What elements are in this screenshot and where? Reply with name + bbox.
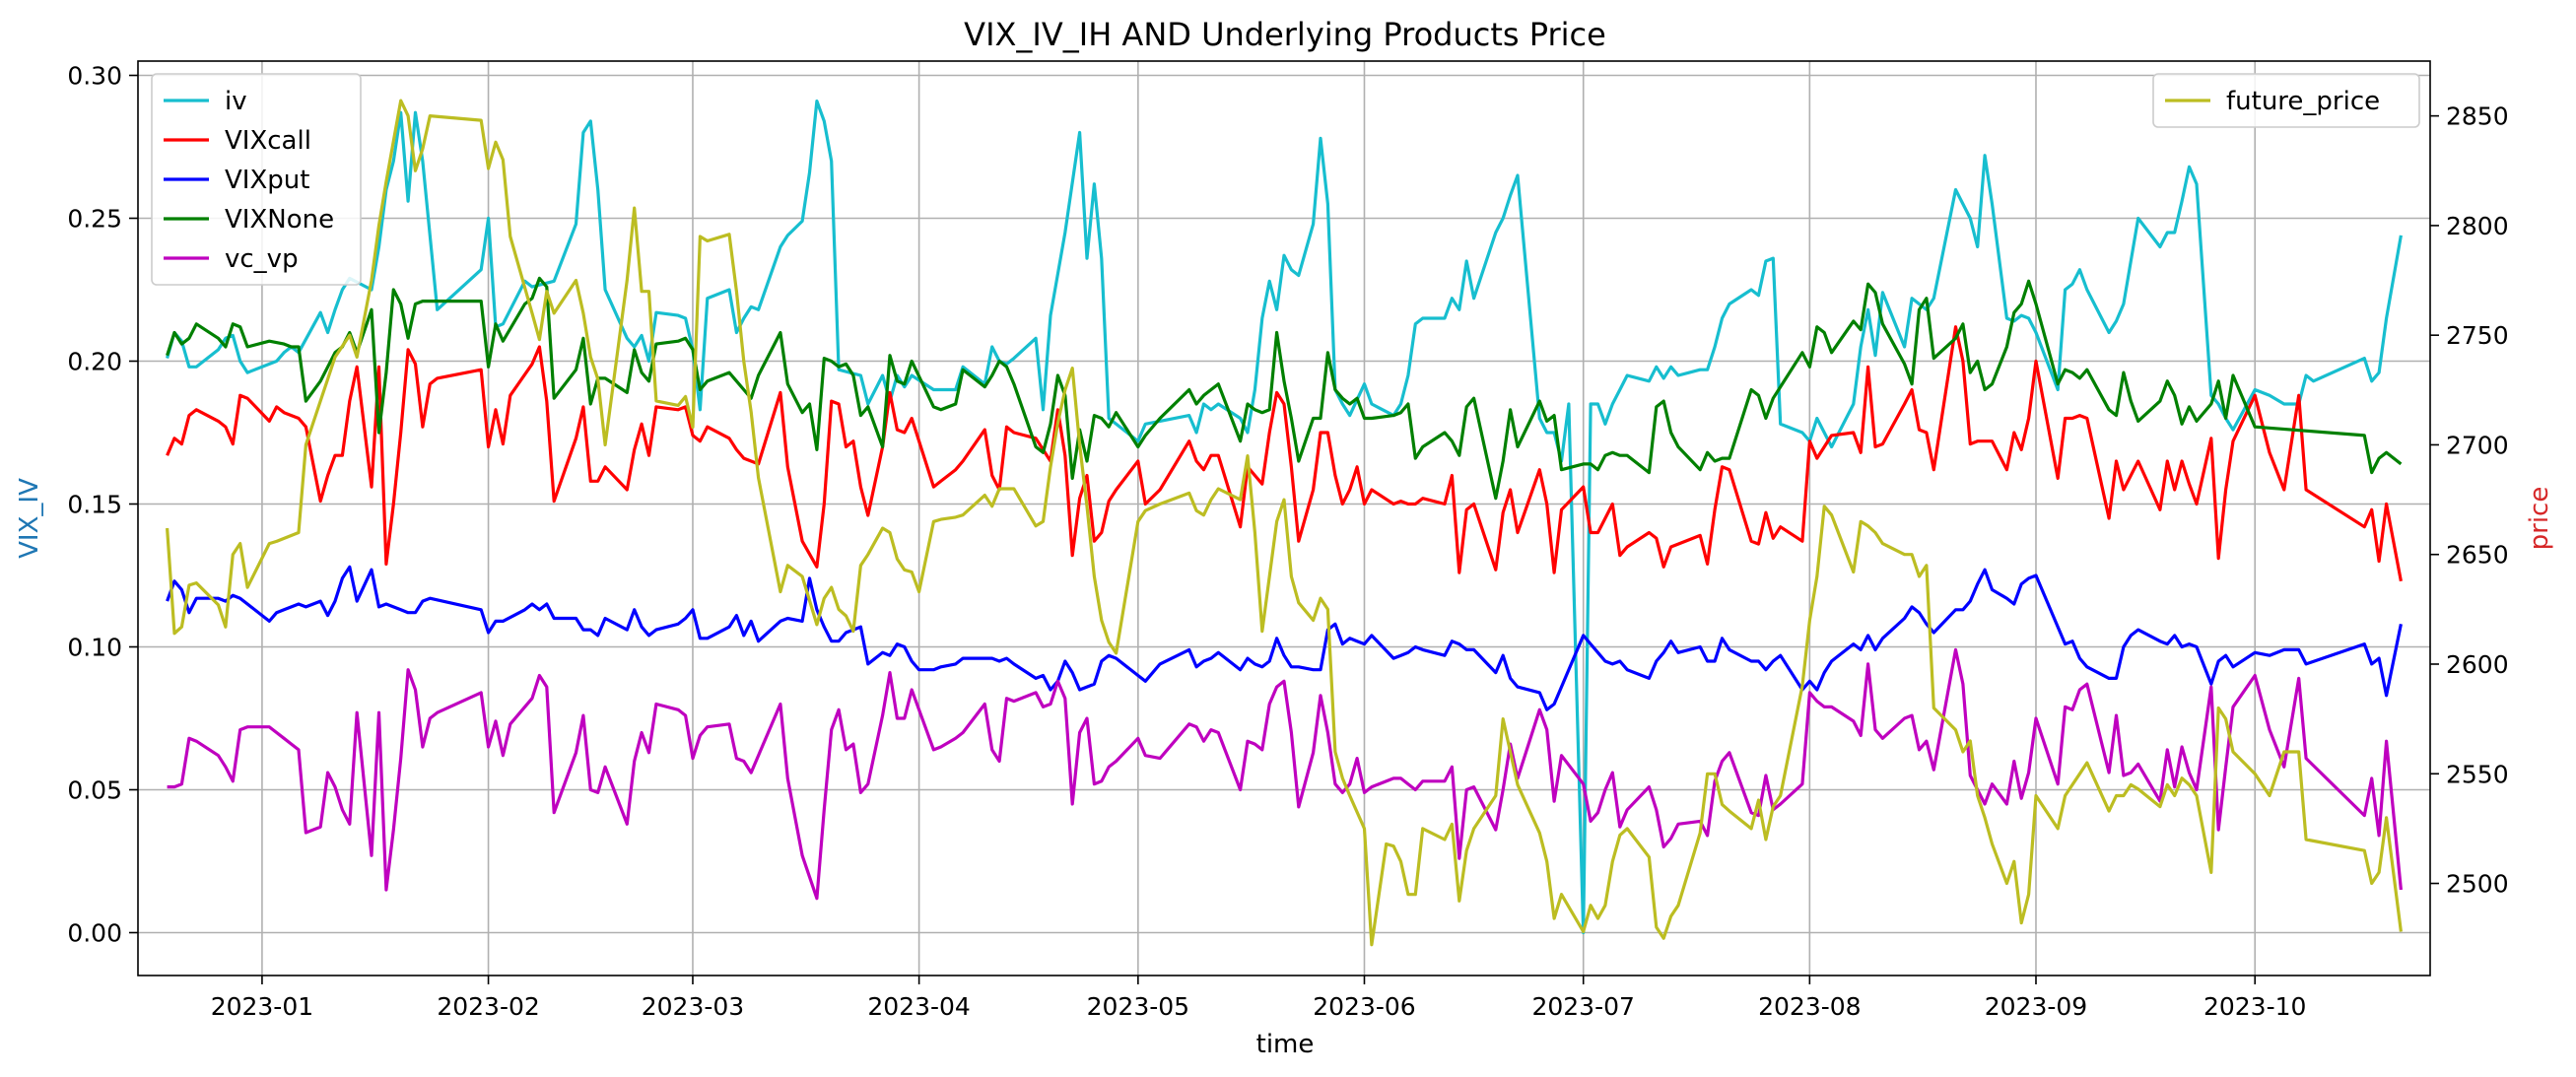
legend-right: future_price bbox=[2152, 73, 2420, 128]
legend-entry-vc_vp: vc_vp bbox=[225, 244, 299, 274]
left-y-tick-label: 0.10 bbox=[67, 634, 122, 662]
left-y-tick-label: 0.25 bbox=[67, 205, 122, 234]
series-line-iv bbox=[166, 100, 2403, 935]
x-tick-label: 2023-04 bbox=[867, 992, 970, 1021]
left-y-tick-label: 0.00 bbox=[67, 919, 122, 948]
series-line-vc_vp bbox=[167, 647, 2403, 901]
series-line-future_price bbox=[166, 99, 2403, 947]
x-tick-label: 2023-10 bbox=[2203, 992, 2306, 1021]
x-tick-label: 2023-05 bbox=[1087, 992, 1189, 1021]
x-tick-label: 2023-03 bbox=[642, 992, 744, 1021]
right-y-tick-label: 2750 bbox=[2446, 321, 2509, 350]
left-y-axis: 0.00 0.05 0.10 0.15 0.20 0.25 0.30 bbox=[67, 62, 138, 948]
legend-entry-future_price: future_price bbox=[2226, 87, 2380, 116]
x-tick-label: 2023-02 bbox=[437, 992, 539, 1021]
plot-frame bbox=[137, 60, 2431, 976]
x-tick-label: 2023-01 bbox=[211, 992, 313, 1021]
right-y-axis-label: price bbox=[2525, 487, 2554, 551]
series-line-VIXcall bbox=[166, 325, 2403, 582]
x-axis: 2023-01 2023-02 2023-03 2023-04 2023-05 2023-… bbox=[211, 976, 2306, 1021]
legend-entry-iv: iv bbox=[225, 87, 247, 116]
right-y-tick-label: 2800 bbox=[2446, 212, 2509, 240]
x-tick-label: 2023-09 bbox=[1985, 992, 2087, 1021]
right-y-tick-label: 2600 bbox=[2446, 650, 2509, 679]
legend-entry-VIXcall: VIXcall bbox=[225, 126, 311, 156]
legend-left: iv VIXcall VIXput VIXNone vc_vp bbox=[151, 73, 362, 286]
right-y-tick-label: 2500 bbox=[2446, 870, 2509, 899]
x-tick-label: 2023-06 bbox=[1313, 992, 1415, 1021]
legend-box bbox=[151, 73, 362, 286]
x-axis-label: time bbox=[1256, 1030, 1315, 1059]
left-y-axis-label: VIX_IV bbox=[15, 478, 44, 559]
x-tick-label: 2023-07 bbox=[1531, 992, 1634, 1021]
right-y-tick-label: 2850 bbox=[2446, 102, 2509, 131]
left-y-tick-label: 0.15 bbox=[67, 491, 122, 519]
left-y-tick-label: 0.05 bbox=[67, 776, 122, 805]
right-y-axis: 2500 2550 2600 2650 2700 2750 2800 2850 bbox=[2430, 102, 2509, 899]
x-tick-label: 2023-08 bbox=[1758, 992, 1861, 1021]
right-y-tick-label: 2700 bbox=[2446, 431, 2509, 459]
plot-area-series bbox=[166, 99, 2403, 947]
series-line-VIXput bbox=[166, 565, 2403, 711]
legend-box bbox=[2152, 73, 2420, 128]
legend-entry-VIXNone: VIXNone bbox=[225, 205, 334, 235]
legend-entry-VIXput: VIXput bbox=[225, 166, 309, 195]
series-line-VIXNone bbox=[166, 276, 2403, 501]
chart-title: VIX_IV_IH AND Underlying Products Price bbox=[964, 16, 1606, 53]
right-y-tick-label: 2550 bbox=[2446, 760, 2509, 788]
left-y-tick-label: 0.20 bbox=[67, 348, 122, 376]
left-y-tick-label: 0.30 bbox=[67, 62, 122, 91]
right-y-tick-label: 2650 bbox=[2446, 541, 2509, 570]
